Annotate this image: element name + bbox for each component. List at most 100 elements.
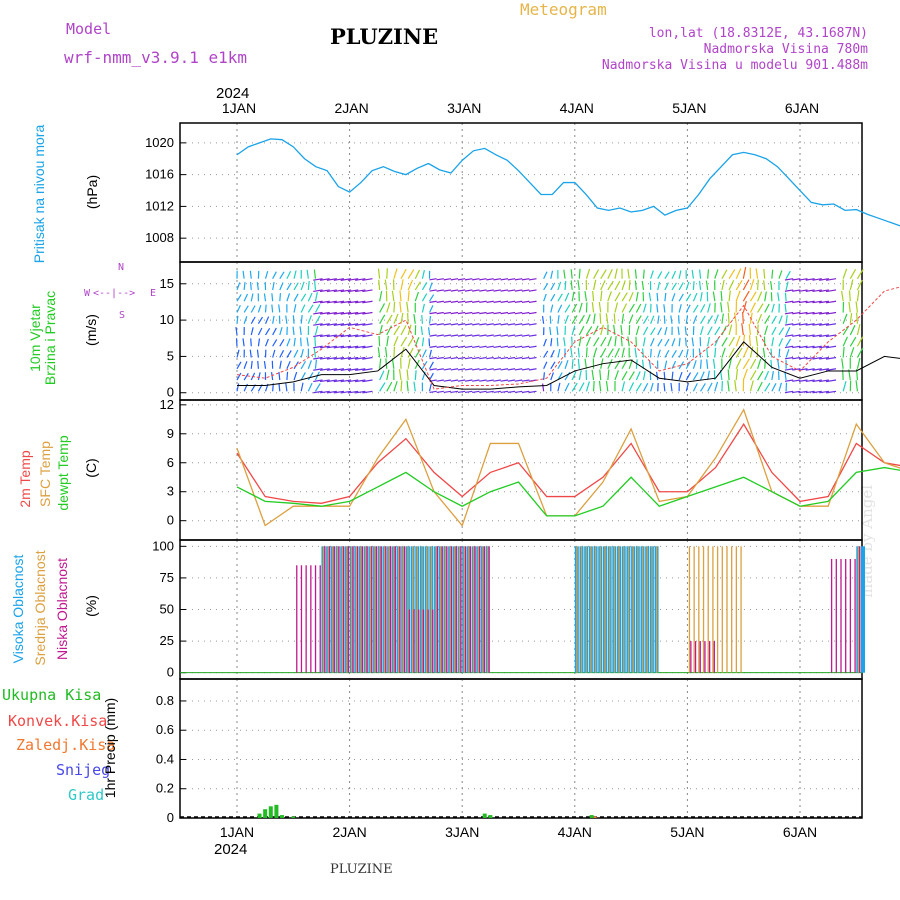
wind-arrow	[671, 360, 677, 370]
wind-arrow	[500, 368, 509, 371]
wind-arrow	[443, 334, 452, 337]
temp-ytick-label: 0	[167, 513, 174, 528]
precip-frz-bar	[593, 816, 597, 818]
wind-arrow	[429, 278, 437, 281]
wind-arrow	[472, 368, 480, 371]
wind-arrow	[313, 300, 323, 304]
cloud-ytick-label: 50	[160, 602, 174, 617]
wind-arrow	[407, 279, 414, 291]
wind-arrow	[306, 269, 309, 279]
wind-arrow	[407, 324, 412, 336]
wind-arrow	[614, 302, 619, 313]
wind-arrow	[841, 290, 844, 302]
wind-arrow	[443, 300, 452, 303]
wind-arrow	[407, 336, 415, 347]
cloud-ytick-label: 75	[160, 570, 174, 585]
wind-arrow	[362, 345, 373, 349]
wind-arrow	[855, 312, 859, 324]
low-cloud-bar	[324, 546, 326, 673]
wind-arrow	[655, 371, 659, 381]
wind-arrow	[399, 301, 402, 313]
mid-cloud-bar	[594, 546, 597, 673]
wind-arrow	[236, 304, 241, 313]
wind-arrow	[428, 282, 433, 291]
wind-arrow	[578, 325, 585, 336]
low-cloud-bar	[422, 609, 425, 673]
wind-arrow	[355, 334, 366, 338]
wind-arrow	[657, 349, 661, 358]
mid-cloud-bar	[426, 546, 428, 673]
wind-arrow	[550, 282, 556, 291]
wind-arrow	[691, 269, 694, 279]
wind-arrow	[678, 361, 685, 370]
wind-arrow	[450, 289, 459, 292]
wind-arrow	[293, 293, 299, 302]
wind-arrow	[362, 379, 373, 383]
wind-arrow	[235, 326, 238, 336]
wind-arrow	[256, 282, 259, 291]
wind-arrow	[486, 311, 494, 315]
wind-arrow	[299, 326, 302, 336]
page-title: PLUZINE	[330, 24, 439, 49]
wind-arrow	[362, 356, 373, 360]
wind-arrow	[712, 291, 716, 302]
wind-arrow	[578, 336, 582, 347]
wind-arrow	[614, 292, 621, 302]
wind-arrow	[812, 390, 822, 394]
wind-arrow	[678, 293, 684, 302]
wind-arrow	[600, 290, 603, 302]
wind-arrow	[340, 390, 352, 394]
wind-arrow	[379, 324, 383, 336]
wind-arrow	[778, 348, 781, 358]
wind-arrow	[607, 291, 612, 302]
wind-arrow	[848, 301, 851, 313]
wind-arrow	[671, 270, 677, 279]
wind-arrow	[757, 291, 763, 302]
wind-arrow	[642, 315, 649, 325]
wind-arrow	[340, 311, 352, 315]
legend-konvek: Konvek.Kisa	[8, 712, 108, 730]
wind-arrow	[355, 289, 366, 293]
wind-arrow	[742, 358, 751, 370]
wind-arrow	[263, 293, 267, 302]
wind-arrow	[699, 359, 702, 369]
wind-arrow	[443, 368, 452, 371]
wind-arrow	[692, 292, 698, 302]
wind-arrow	[812, 368, 822, 371]
low-cloud-bar	[328, 546, 331, 673]
wind-arrow	[436, 345, 444, 348]
wind-arrow	[692, 281, 695, 291]
mid-cloud-bar	[721, 546, 723, 673]
wind-arrow	[678, 371, 683, 381]
wind-arrow	[798, 345, 808, 349]
low-cloud-bar	[371, 546, 373, 673]
wind-arrow	[493, 323, 501, 326]
legend-ukupna: Ukupna Kisa	[2, 686, 102, 704]
wind-arrow	[748, 323, 752, 336]
wind-arrow	[313, 334, 323, 338]
wind-arrow	[493, 278, 501, 281]
wind-arrow	[571, 325, 576, 336]
wind-arrow	[785, 281, 789, 291]
wind-arrow	[236, 383, 240, 392]
wind-arrow	[663, 304, 666, 313]
day-label-bottom: 1JAN	[220, 824, 254, 840]
wind-arrow	[264, 304, 267, 313]
wind-arrow	[521, 379, 530, 382]
wind-arrow	[825, 311, 837, 315]
legend-zaledj: Zaledj.Kisa	[16, 736, 116, 754]
mid-cloud-bar	[707, 546, 709, 673]
wind-arrow	[650, 270, 654, 279]
wind-arrow	[378, 279, 381, 291]
wind-arrow	[684, 326, 687, 336]
wind-arrow	[784, 334, 794, 337]
wind-arrow	[578, 382, 585, 392]
wind-arrow	[614, 280, 621, 291]
wind-arrow	[849, 279, 854, 291]
wind-arrow	[700, 315, 706, 325]
wind-arrow	[333, 368, 345, 371]
wind-arrow	[784, 390, 794, 394]
pressure-ytick-label: 1008	[145, 230, 174, 245]
year-bottom: 2024	[214, 841, 248, 858]
wind-arrow	[749, 380, 754, 392]
